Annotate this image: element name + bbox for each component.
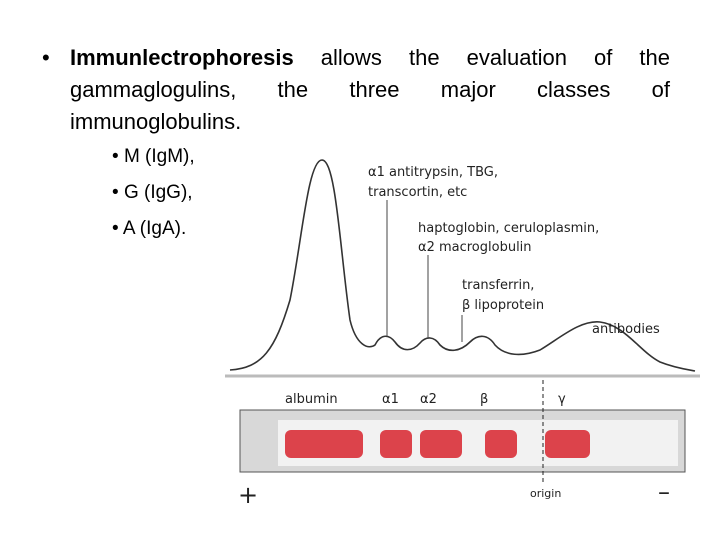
band (545, 430, 590, 458)
bullet-text: Immunlectrophoresis allows the evaluatio… (70, 42, 670, 138)
bold-term: Immunlectrophoresis (70, 45, 294, 70)
cathode: – (658, 478, 670, 506)
sub-text: G (IgG), (123, 182, 193, 203)
sub-text: M (IgM), (123, 146, 195, 167)
band (285, 430, 363, 458)
fraction-label: γ (558, 392, 566, 407)
band (420, 430, 462, 458)
sub-bullet: • A (IgA). (112, 218, 187, 239)
annotation: transferrin, (462, 278, 534, 293)
fraction-label: albumin (285, 392, 338, 407)
bullet-body: allows the evaluation of the gammaglogul… (70, 45, 670, 134)
anode: + (238, 481, 258, 509)
fraction-label: α1 (382, 392, 399, 407)
band (380, 430, 412, 458)
sub-bullet: • M (IgM), (112, 146, 195, 167)
annotation: β lipoprotein (462, 298, 544, 313)
sub-bullet: • G (IgG), (112, 182, 193, 203)
annotation: antibodies (592, 322, 660, 337)
fraction-label: α2 (420, 392, 437, 407)
annotation: α1 antitrypsin, TBG, (368, 165, 498, 180)
annotation: α2 macroglobulin (418, 240, 532, 255)
annotation: transcortin, etc (368, 185, 467, 200)
fraction-label: β (480, 392, 488, 407)
origin-label: origin (530, 487, 561, 500)
annotation: haptoglobin, ceruloplasmin, (418, 221, 599, 236)
density-curve (229, 159, 696, 372)
bullet-dot: • (42, 45, 50, 70)
sub-text: A (IgA). (122, 218, 187, 239)
band (485, 430, 517, 458)
